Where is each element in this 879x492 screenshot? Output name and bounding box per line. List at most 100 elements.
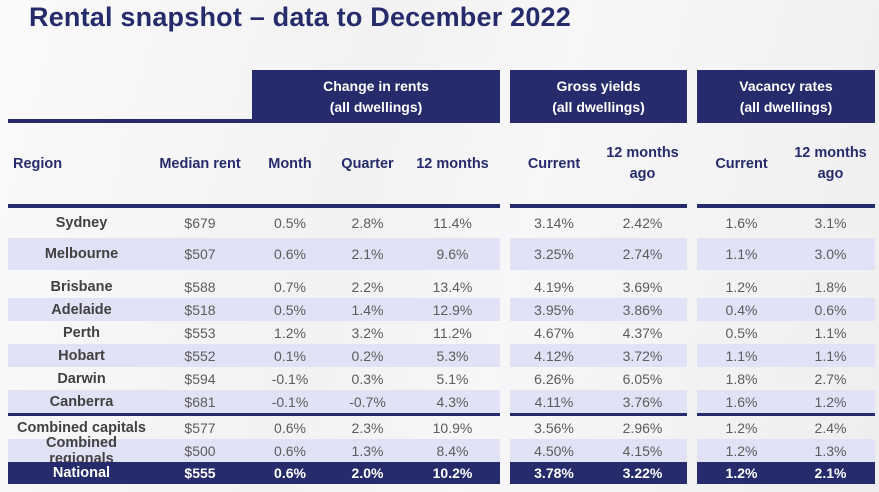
vacancy-12mo-cell: 1.2% xyxy=(814,393,847,410)
region-cell: Darwin xyxy=(57,370,106,387)
median-rent-cell: $555 xyxy=(184,465,216,481)
month-change-cell: 1.2% xyxy=(274,324,306,341)
median-rent-cell: $679 xyxy=(184,215,216,231)
median-rent-cell: $681 xyxy=(184,393,216,410)
group-header-vacancy-rates: Vacancy rates (all dwellings) xyxy=(697,70,875,123)
gross-yield-current-cell: 4.19% xyxy=(534,278,574,295)
vacancy-current-cell: 1.1% xyxy=(725,246,758,262)
gross-yield-12mo-cell: 3.69% xyxy=(622,278,663,295)
gross-yield-current-cell: 3.78% xyxy=(534,465,574,481)
vacancy-current-cell: 1.2% xyxy=(725,419,758,436)
column-header-quarter: Quarter xyxy=(341,155,394,172)
gross-yield-current-cell: 3.56% xyxy=(534,419,574,436)
section-separator xyxy=(8,413,875,416)
vacancy-12mo-cell: 1.1% xyxy=(814,347,847,364)
quarter-change-cell: 0.3% xyxy=(351,370,384,387)
month-change-cell: 0.6% xyxy=(274,246,306,262)
gross-yield-12mo-cell: 3.86% xyxy=(622,301,663,318)
12-month-change-cell: 10.2% xyxy=(432,465,473,481)
median-rent-cell: $553 xyxy=(184,324,216,341)
gross-yield-12mo-cell: 6.05% xyxy=(622,370,663,387)
gross-yield-12mo-cell: 2.42% xyxy=(622,215,663,231)
gross-yield-current-cell: 4.11% xyxy=(534,393,574,410)
table-row-brisbane: Brisbane $588 0.7% 2.2% 13.4% 4.19% 3.69… xyxy=(8,275,875,298)
month-change-cell: 0.6% xyxy=(274,465,306,481)
quarter-change-cell: -0.7% xyxy=(349,393,386,410)
vacancy-current-cell: 1.6% xyxy=(725,215,758,231)
month-change-cell: 0.6% xyxy=(274,419,306,436)
vacancy-12mo-cell: 2.1% xyxy=(814,465,847,481)
12-month-change-cell: 13.4% xyxy=(432,278,473,295)
rental-snapshot-table: Change in rents (all dwellings) Gross yi… xyxy=(8,70,875,484)
table-row-national: National $555 0.6% 2.0% 10.2% 3.78% 3.22… xyxy=(8,462,875,484)
page-title: Rental snapshot – data to December 2022 xyxy=(29,2,571,32)
column-header-vr-current: Current xyxy=(715,155,768,172)
group-header-line2: (all dwellings) xyxy=(552,99,645,115)
group-header-line1: Gross yields xyxy=(556,78,641,94)
12-month-change-cell: 10.9% xyxy=(432,419,473,436)
region-cell: Melbourne xyxy=(44,246,119,262)
quarter-change-cell: 3.2% xyxy=(351,324,384,341)
band-spacer-underline xyxy=(8,70,252,123)
median-rent-cell: $552 xyxy=(184,347,216,364)
region-cell: National xyxy=(52,465,111,481)
median-rent-cell: $577 xyxy=(184,419,216,436)
12-month-change-cell: 9.6% xyxy=(436,246,469,262)
gross-yield-current-cell: 3.25% xyxy=(534,246,574,262)
vacancy-current-cell: 1.1% xyxy=(725,347,758,364)
table-row-canberra: Canberra $681 -0.1% -0.7% 4.3% 4.11% 3.7… xyxy=(8,390,875,413)
month-change-cell: -0.1% xyxy=(271,370,309,387)
column-header-line2: ago xyxy=(817,165,844,182)
region-cell: Canberra xyxy=(49,393,114,410)
column-header-gy-12-months-ago: 12 months ago xyxy=(598,143,687,185)
vacancy-12mo-cell: 2.7% xyxy=(814,370,847,387)
12-month-change-cell: 8.4% xyxy=(436,442,469,459)
vacancy-current-cell: 0.4% xyxy=(725,301,758,318)
group-header-line2: (all dwellings) xyxy=(329,99,423,115)
median-rent-cell: $594 xyxy=(184,370,216,387)
region-cell: Adelaide xyxy=(51,301,112,318)
gross-yield-12mo-cell: 3.76% xyxy=(622,393,663,410)
gross-yield-12mo-cell: 4.37% xyxy=(622,324,663,341)
vacancy-12mo-cell: 3.0% xyxy=(814,246,847,262)
region-cell: Hobart xyxy=(58,347,105,364)
quarter-change-cell: 2.1% xyxy=(351,246,384,262)
gross-yield-current-cell: 4.50% xyxy=(534,442,574,459)
group-header-line1: Vacancy rates xyxy=(739,78,833,94)
table-row-melbourne: Melbourne $507 0.6% 2.1% 9.6% 3.25% 2.74… xyxy=(8,238,875,270)
month-change-cell: 0.5% xyxy=(274,301,306,318)
vacancy-12mo-cell: 1.8% xyxy=(814,278,847,295)
12-month-change-cell: 11.4% xyxy=(433,215,472,231)
column-header-row: Region Median rent Month Quarter 12 mont… xyxy=(8,123,875,208)
12-month-change-cell: 5.3% xyxy=(436,347,469,364)
column-header-gy-current: Current xyxy=(527,155,581,172)
group-header-line1: Change in rents xyxy=(323,78,429,94)
gross-yield-12mo-cell: 3.22% xyxy=(622,465,663,481)
quarter-change-cell: 1.4% xyxy=(351,301,384,318)
month-change-cell: -0.1% xyxy=(271,393,309,410)
median-rent-cell: $518 xyxy=(184,301,216,318)
gross-yield-12mo-cell: 2.96% xyxy=(622,419,663,436)
quarter-change-cell: 0.2% xyxy=(351,347,384,364)
column-header-line2: ago xyxy=(629,165,656,182)
median-rent-cell: $500 xyxy=(184,442,216,459)
table-row-combined-regionals: Combined regionals $500 0.6% 1.3% 8.4% 4… xyxy=(8,435,875,467)
group-header-line2: (all dwellings) xyxy=(739,99,833,115)
group-header-gross-yields: Gross yields (all dwellings) xyxy=(510,70,687,123)
table-row-hobart: Hobart $552 0.1% 0.2% 5.3% 4.12% 3.72% 1… xyxy=(8,344,875,367)
vacancy-current-cell: 1.2% xyxy=(725,442,758,459)
region-cell: Combined capitals xyxy=(17,419,146,436)
12-month-change-cell: 12.9% xyxy=(432,301,473,318)
region-cell: Brisbane xyxy=(50,278,113,295)
region-cell: Sydney xyxy=(55,215,108,231)
vacancy-current-cell: 1.6% xyxy=(725,393,758,410)
12-month-change-cell: 4.3% xyxy=(436,393,469,410)
month-change-cell: 0.6% xyxy=(274,442,306,459)
table-row-perth: Perth $553 1.2% 3.2% 11.2% 4.67% 4.37% 0… xyxy=(8,321,875,344)
quarter-change-cell: 2.2% xyxy=(351,278,384,295)
column-header-median-rent: Median rent xyxy=(159,155,241,172)
month-change-cell: 0.1% xyxy=(274,347,306,364)
vacancy-current-cell: 1.8% xyxy=(725,370,758,387)
gross-yield-current-cell: 6.26% xyxy=(534,370,574,387)
vacancy-12mo-cell: 1.3% xyxy=(814,442,847,459)
